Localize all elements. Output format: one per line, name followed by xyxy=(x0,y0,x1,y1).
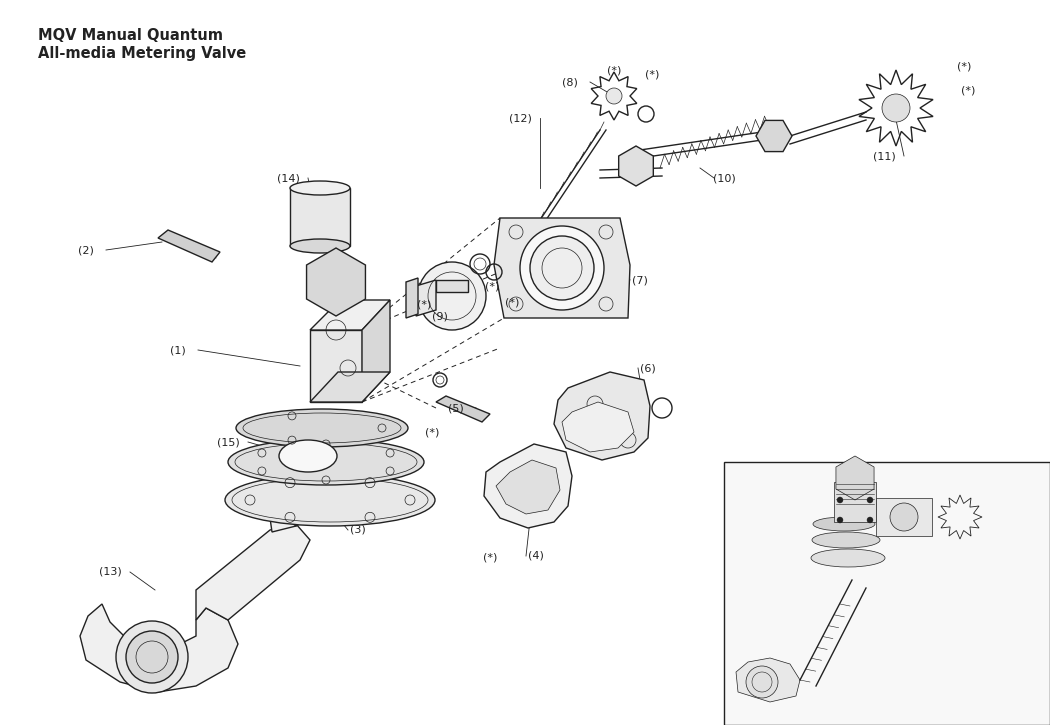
Circle shape xyxy=(890,503,918,531)
Text: (*): (*) xyxy=(485,281,499,291)
Polygon shape xyxy=(484,444,572,528)
Polygon shape xyxy=(310,330,362,402)
Text: (2): (2) xyxy=(78,245,93,255)
Polygon shape xyxy=(310,300,390,330)
Ellipse shape xyxy=(279,440,337,472)
Polygon shape xyxy=(158,230,220,262)
Polygon shape xyxy=(562,402,634,452)
Text: (14): (14) xyxy=(276,173,299,183)
Polygon shape xyxy=(494,218,630,318)
Ellipse shape xyxy=(225,474,435,526)
Polygon shape xyxy=(496,460,560,514)
Polygon shape xyxy=(307,248,365,316)
Ellipse shape xyxy=(811,549,885,567)
Ellipse shape xyxy=(290,181,350,195)
Text: (12): (12) xyxy=(508,113,531,123)
Circle shape xyxy=(116,621,188,693)
Circle shape xyxy=(418,262,486,330)
Polygon shape xyxy=(736,658,800,702)
Ellipse shape xyxy=(812,532,880,548)
Text: All-media Metering Valve: All-media Metering Valve xyxy=(38,46,247,61)
Text: (6): (6) xyxy=(640,363,656,373)
Polygon shape xyxy=(270,428,374,526)
Text: (8): (8) xyxy=(562,77,578,87)
Text: (9): (9) xyxy=(432,311,448,321)
Text: (13): (13) xyxy=(99,567,122,577)
Polygon shape xyxy=(362,300,390,402)
Polygon shape xyxy=(876,498,932,536)
Polygon shape xyxy=(310,372,390,402)
Circle shape xyxy=(837,497,843,503)
Ellipse shape xyxy=(236,409,408,447)
Text: (*): (*) xyxy=(483,553,498,563)
Polygon shape xyxy=(618,146,653,186)
Polygon shape xyxy=(196,524,310,620)
Text: (*): (*) xyxy=(425,427,439,437)
Polygon shape xyxy=(554,372,650,460)
Polygon shape xyxy=(834,482,876,522)
Text: (1): (1) xyxy=(170,345,186,355)
Circle shape xyxy=(746,666,778,698)
Circle shape xyxy=(882,94,910,122)
Text: (*): (*) xyxy=(645,69,659,79)
Text: (*): (*) xyxy=(957,61,971,71)
Text: (10): (10) xyxy=(713,173,735,183)
Polygon shape xyxy=(756,120,792,152)
Polygon shape xyxy=(406,278,418,318)
Text: (*): (*) xyxy=(961,85,975,95)
Polygon shape xyxy=(436,396,490,422)
Text: (11): (11) xyxy=(873,151,896,161)
Polygon shape xyxy=(80,604,238,692)
Circle shape xyxy=(606,88,622,104)
Text: MQV Manual Quantum: MQV Manual Quantum xyxy=(38,28,223,43)
Ellipse shape xyxy=(290,239,350,253)
Polygon shape xyxy=(416,280,436,316)
Polygon shape xyxy=(836,456,874,500)
Text: (5): (5) xyxy=(448,403,464,413)
Polygon shape xyxy=(290,188,350,246)
Text: (*): (*) xyxy=(505,297,519,307)
Bar xyxy=(724,462,1050,725)
Polygon shape xyxy=(436,280,468,292)
Circle shape xyxy=(867,517,873,523)
Text: (7): (7) xyxy=(632,275,648,285)
Text: (*): (*) xyxy=(607,65,622,75)
Circle shape xyxy=(867,497,873,503)
Text: (15): (15) xyxy=(216,437,239,447)
Circle shape xyxy=(126,631,178,683)
Polygon shape xyxy=(264,418,348,532)
Ellipse shape xyxy=(228,439,424,485)
Circle shape xyxy=(530,236,594,300)
Text: (3): (3) xyxy=(350,525,365,535)
Circle shape xyxy=(837,517,843,523)
Text: (4): (4) xyxy=(528,551,544,561)
Circle shape xyxy=(520,226,604,310)
Text: (*): (*) xyxy=(417,299,432,309)
Ellipse shape xyxy=(813,517,875,531)
